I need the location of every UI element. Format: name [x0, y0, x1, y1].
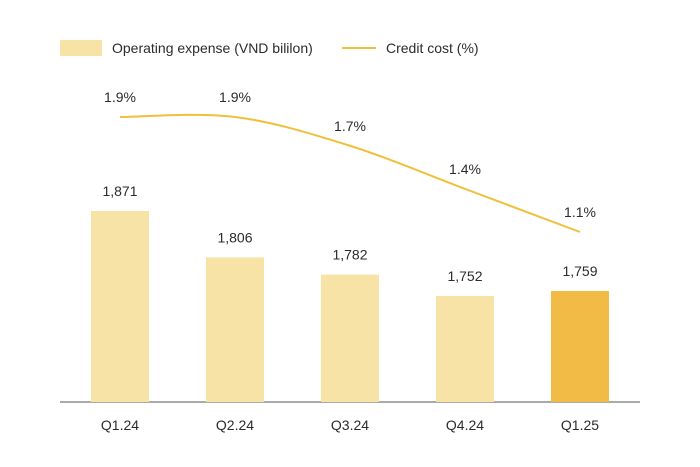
bar-value-label: 1,759: [562, 263, 597, 279]
legend-label-credit-cost: Credit cost (%): [386, 40, 479, 56]
bar-value-label: 1,752: [447, 268, 482, 284]
credit-cost-label: 1.7%: [334, 118, 366, 134]
credit-cost-label: 1.1%: [564, 204, 596, 220]
bar-q1-25: [551, 291, 609, 402]
credit-cost-label: 1.9%: [104, 89, 136, 105]
credit-cost-label: 1.4%: [449, 161, 481, 177]
bar-q1-24: [91, 211, 149, 402]
x-tick-label: Q1.25: [561, 417, 599, 433]
credit-cost-label: 1.9%: [219, 89, 251, 105]
x-tick-label: Q4.24: [446, 417, 484, 433]
credit-cost-line-group: [119, 113, 581, 233]
labels-group: 1,871 Q1.24 1,806 Q2.24 1,782 Q3.24 1,752 Q4.24…: [101, 89, 599, 433]
bar-q4-24: [436, 296, 494, 402]
legend-label-operating-expense: Operating expense (VND bililon): [112, 40, 313, 56]
x-tick-label: Q1.24: [101, 417, 139, 433]
bar-value-label: 1,782: [332, 247, 367, 263]
credit-cost-line: [119, 113, 581, 233]
legend: Operating expense (VND bililon) Credit c…: [60, 40, 479, 56]
x-tick-label: Q2.24: [216, 417, 254, 433]
bars-group: [91, 211, 609, 402]
bar-value-label: 1,871: [102, 183, 137, 199]
bar-value-label: 1,806: [217, 229, 252, 245]
bar-q2-24: [206, 257, 264, 402]
bar-q3-24: [321, 274, 379, 402]
x-tick-label: Q3.24: [331, 417, 369, 433]
legend-swatch-operating-expense: [60, 40, 102, 56]
